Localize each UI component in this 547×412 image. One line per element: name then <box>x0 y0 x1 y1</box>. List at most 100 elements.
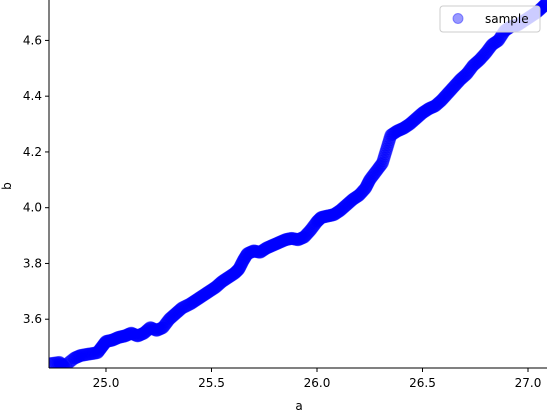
data-point-interp <box>81 347 95 361</box>
data-point-interp <box>268 237 282 251</box>
data-point-interp <box>437 91 451 105</box>
data-point-interp <box>474 52 488 66</box>
data-point-interp <box>443 84 457 98</box>
data-point <box>460 67 474 81</box>
data-point <box>447 79 461 93</box>
data-point-interp <box>84 347 97 361</box>
data-point-interp <box>467 58 481 72</box>
data-point-interp <box>282 232 295 246</box>
data-point <box>272 236 286 250</box>
data-point-interp <box>475 51 489 65</box>
data-point-interp <box>471 54 485 68</box>
data-point-interp <box>337 200 351 214</box>
data-point-interp <box>76 348 90 362</box>
data-point-interp <box>411 110 425 124</box>
data-point-interp <box>382 133 396 147</box>
data-point <box>266 238 280 252</box>
data-point-interp <box>332 204 346 218</box>
data-point-interp <box>493 32 507 46</box>
data-point-interp <box>222 270 236 284</box>
data-point-interp <box>225 268 239 282</box>
data-point-interp <box>164 310 178 324</box>
data-point <box>466 59 480 73</box>
data-point-interp <box>55 358 69 368</box>
data-point-interp <box>62 355 76 368</box>
data-point-interp <box>117 329 131 343</box>
data-point-interp <box>174 302 188 316</box>
data-point-interp <box>102 334 116 348</box>
data-point-interp <box>75 348 89 362</box>
data-point-interp <box>365 170 379 184</box>
data-point <box>304 223 318 237</box>
data-point <box>143 321 157 335</box>
data-point-interp <box>331 205 345 219</box>
data-point-interp <box>423 101 437 115</box>
data-point-interp <box>110 331 124 345</box>
data-point-interp <box>478 47 492 61</box>
data-point-interp <box>355 185 369 199</box>
data-point-interp <box>235 255 249 269</box>
data-point <box>232 262 246 276</box>
data-point-interp <box>399 120 413 134</box>
data-point-interp <box>348 191 362 205</box>
data-point-interp <box>414 107 428 121</box>
data-point <box>183 297 197 311</box>
data-point-interp <box>350 190 364 204</box>
data-point-interp <box>233 261 247 275</box>
data-point <box>57 360 71 368</box>
data-point-interp <box>314 211 328 225</box>
data-point-interp <box>79 348 93 362</box>
data-point-interp <box>204 283 218 297</box>
data-point-interp <box>203 284 217 298</box>
data-point-interp <box>199 286 213 300</box>
data-point <box>131 329 145 343</box>
data-point-interp <box>223 269 237 283</box>
data-point <box>82 347 96 361</box>
data-point-interp <box>274 235 288 249</box>
data-point-interp <box>334 203 348 217</box>
data-point-interp <box>431 96 445 110</box>
data-point-interp <box>206 282 220 296</box>
data-point-interp <box>129 328 143 342</box>
data-point-interp <box>271 236 285 250</box>
data-point-interp <box>394 122 408 136</box>
data-point <box>169 307 183 321</box>
data-point-interp <box>234 258 248 272</box>
data-point-interp <box>198 287 212 301</box>
data-point <box>196 289 210 303</box>
data-point-interp <box>195 289 209 303</box>
data-point-interp <box>70 350 84 364</box>
data-point-interp <box>53 356 67 368</box>
data-point-interp <box>134 328 148 342</box>
data-point-interp <box>456 71 470 85</box>
data-point-interp <box>163 311 177 325</box>
data-point-interp <box>257 243 271 257</box>
data-point-interp <box>172 304 186 318</box>
data-point-interp <box>114 330 128 344</box>
x-tick-label: 25.5 <box>198 376 225 390</box>
data-point <box>352 188 366 202</box>
data-point-interp <box>193 291 207 305</box>
data-point-interp <box>370 163 384 177</box>
data-points <box>49 0 547 368</box>
data-point-interp <box>290 233 304 247</box>
data-point-interp <box>126 327 140 341</box>
data-point-interp <box>54 357 68 368</box>
data-point-interp <box>159 316 173 330</box>
data-point-interp <box>484 39 498 53</box>
x-ticks: 25.0 25.5 26.0 26.5 27.0 <box>93 368 541 390</box>
data-point <box>333 203 347 217</box>
data-point <box>91 346 105 360</box>
data-point-interp <box>101 334 115 348</box>
y-tick-label: 4.2 <box>23 145 42 159</box>
data-point-interp <box>235 256 249 270</box>
data-point-interp <box>306 220 320 234</box>
data-point-interp <box>191 292 205 306</box>
data-point <box>428 99 442 113</box>
data-point-interp <box>261 240 275 254</box>
legend: sample <box>439 5 541 33</box>
data-point-interp <box>264 239 278 253</box>
data-point-interp <box>176 300 190 314</box>
data-point-interp <box>448 78 462 92</box>
data-point-interp <box>412 109 426 123</box>
